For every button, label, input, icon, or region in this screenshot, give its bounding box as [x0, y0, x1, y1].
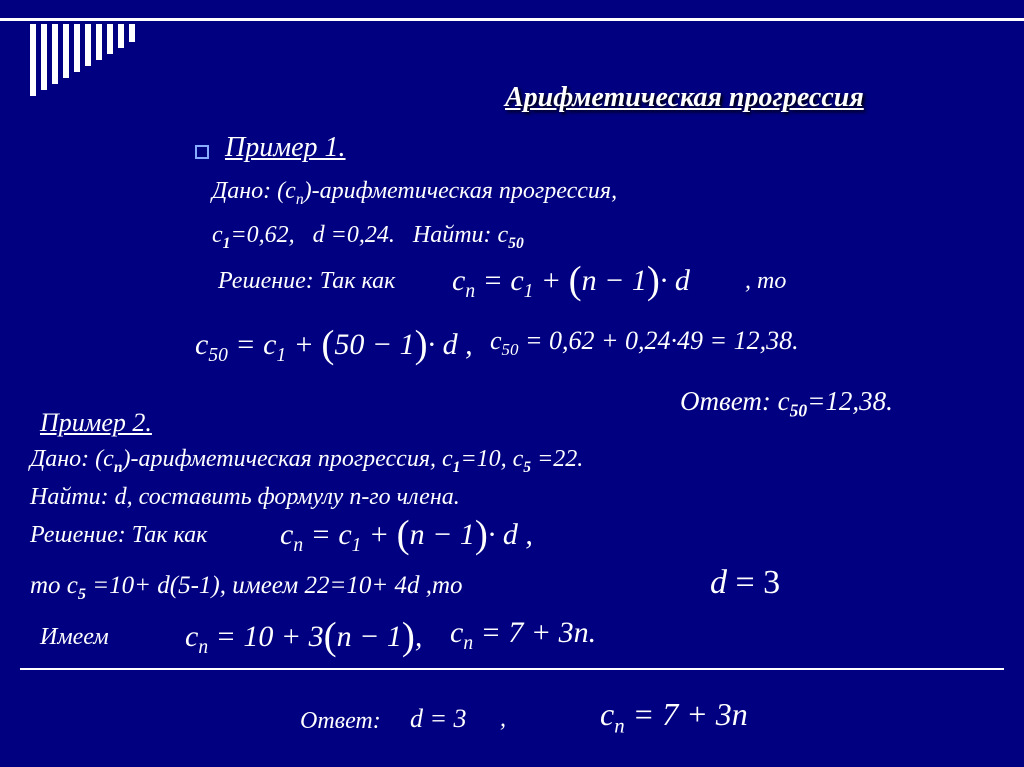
example1-heading-row: Пример 1.	[195, 132, 346, 164]
bottom-divider	[20, 668, 1004, 670]
ex1-ans-sub: 50	[790, 400, 808, 420]
ex1-given-sub: п	[296, 191, 304, 208]
ex1-c1-label: с	[212, 222, 223, 248]
decor-bar	[30, 24, 36, 96]
ex2-given-sub: п	[114, 459, 123, 476]
example1-heading: Пример 1.	[225, 132, 346, 163]
decor-bar	[129, 24, 135, 42]
ex1-given: Дано: (сп)-арифметическая прогрессия,	[212, 178, 617, 209]
decor-bar	[107, 24, 113, 54]
ex2-sol-prefix: Решение: Так как	[30, 522, 207, 549]
decor-bar	[41, 24, 47, 90]
ex2-then-prefix: то с	[30, 572, 78, 599]
ex2-c5-val: =22.	[531, 446, 583, 472]
ex2-answer-d: d = 3	[410, 704, 467, 734]
ex1-given-suffix: )-арифметическая прогрессия,	[304, 178, 617, 204]
ex1-ans-label: Ответ: с	[680, 386, 790, 416]
bullet-icon	[195, 145, 209, 159]
ex1-ans-val: =12,38.	[807, 386, 893, 416]
ex2-c5-sub: 5	[523, 459, 531, 476]
ex2-d-result: d = 3	[710, 564, 780, 602]
ex2-then-mid: =10+ d(5-1), имеем 22=10+ 4d ,то	[86, 572, 463, 599]
ex1-sol-prefix: Решение: Так как	[218, 268, 395, 294]
ex2-given-prefix: Дано: (с	[30, 446, 114, 472]
ex2-formula-general: cn = c1 + (n − 1)· d ,	[280, 512, 533, 557]
ex2-given-mid: )-арифметическая прогрессия, с	[123, 446, 453, 472]
ex1-find-label: Найти: с	[413, 222, 508, 248]
ex1-solution-row: Решение: Так как	[218, 268, 395, 295]
ex2-then-sub: 5	[78, 585, 86, 603]
slide-title: Арифметическая прогрессия	[505, 82, 864, 114]
decor-bar	[85, 24, 91, 66]
decor-bar	[96, 24, 102, 60]
ex1-formula-c50a: c50 = c1 + (50 − 1)· d ,	[195, 322, 473, 367]
ex1-find-sub: 50	[508, 235, 524, 252]
ex1-d-val: =0,24.	[325, 222, 395, 248]
ex2-given: Дано: (сп)-арифметическая прогрессия, с1…	[30, 446, 583, 477]
ex1-formula-general: cn = c1 + (n − 1)· d	[452, 258, 690, 303]
ex1-answer: Ответ: с50=12,38.	[680, 386, 893, 421]
ex1-c1-val: =0,62,	[230, 222, 294, 248]
ex1-to: , то	[745, 268, 786, 295]
example2-heading-row: Пример 2.	[40, 408, 152, 438]
ex1-values: с1=0,62, d =0,24. Найти: с50	[212, 222, 524, 253]
ex2-formula-cn2: cn = 7 + 3n.	[450, 616, 596, 655]
ex2-c1-val: =10, с	[460, 446, 523, 472]
ex2-have: Имеем	[40, 624, 109, 651]
example2-heading: Пример 2.	[40, 408, 152, 437]
ex2-answer-cn: cn = 7 + 3n	[600, 696, 748, 738]
ex2-comma: ,	[500, 706, 506, 733]
ex1-given-prefix: Дано: (с	[212, 178, 296, 204]
ex1-formula-c50b: c50 = 0,62 + 0,24·49 = 12,38.	[490, 326, 799, 360]
ex2-find: Найти: d, составить формулу п-го члена.	[30, 484, 460, 511]
decor-bar	[118, 24, 124, 48]
decor-bar	[52, 24, 58, 84]
ex2-formula-cn1: cn = 10 + 3(n − 1),	[185, 614, 422, 659]
top-divider	[0, 18, 1024, 21]
ex2-answer-label: Ответ:	[300, 708, 381, 735]
decor-bars	[30, 24, 135, 96]
decor-bar	[63, 24, 69, 78]
ex2-then: то с5 =10+ d(5-1), имеем 22=10+ 4d ,то	[30, 572, 463, 604]
ex1-d-label: d	[313, 222, 325, 248]
decor-bar	[74, 24, 80, 72]
